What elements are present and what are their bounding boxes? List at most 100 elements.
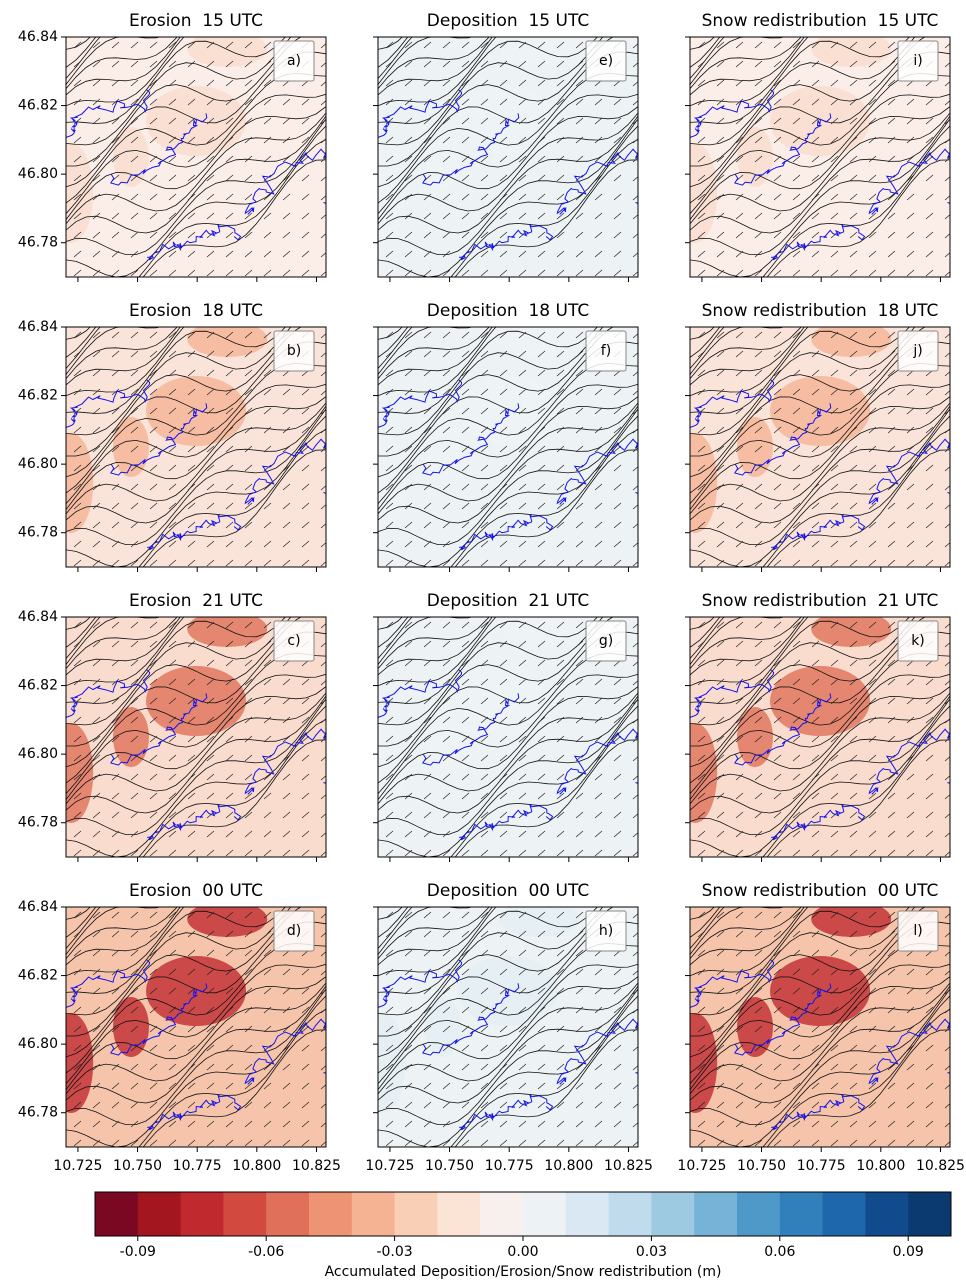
wind-arrow [225, 716, 234, 724]
wind-arrow [613, 559, 622, 567]
wind-arrow [301, 849, 310, 857]
wind-arrow [149, 1025, 158, 1033]
wind-arrow [423, 212, 432, 220]
wind-arrow [632, 970, 638, 976]
field-patch [425, 707, 461, 767]
wind-arrow [613, 502, 622, 510]
wind-arrow [697, 174, 706, 182]
wind-arrow [73, 559, 82, 567]
wind-arrow [887, 445, 896, 453]
wind-arrow [518, 987, 527, 995]
x-tick-label: 10.825 [292, 1158, 341, 1174]
wind-arrow [792, 60, 801, 68]
contour-line [378, 327, 490, 380]
wind-arrow [282, 540, 291, 548]
wind-arrow [632, 1103, 638, 1109]
wind-arrow [811, 98, 820, 106]
wind-arrow [773, 407, 782, 415]
wind-arrow [792, 426, 801, 434]
wind-arrow [613, 117, 622, 125]
wind-arrow [168, 949, 177, 957]
wind-arrow [263, 621, 272, 629]
wind-arrow [404, 174, 413, 182]
wind-arrow [301, 1006, 310, 1014]
wind-arrow [575, 369, 584, 377]
wind-arrow [461, 678, 470, 686]
wind-arrow [225, 697, 234, 705]
wind-arrow [149, 754, 158, 762]
wind-arrow [849, 98, 858, 106]
wind-arrow [735, 269, 744, 277]
river-line [110, 983, 208, 1056]
wind-arrow [499, 212, 508, 220]
wind-arrow [320, 504, 326, 510]
panel-title: Erosion 21 UTC [129, 591, 263, 611]
river-line [378, 89, 463, 145]
contour-line [66, 907, 181, 966]
wind-arrow [499, 1082, 508, 1090]
wind-arrow [773, 735, 782, 743]
river-line [244, 148, 326, 215]
contour-line [66, 383, 326, 504]
wind-arrow [518, 716, 527, 724]
wind-arrow [906, 426, 915, 434]
contour-line [378, 402, 638, 515]
wind-arrow [556, 540, 565, 548]
wind-arrow [716, 502, 725, 510]
wind-arrow [735, 540, 744, 548]
wind-arrow [518, 350, 527, 358]
wind-arrow [73, 136, 82, 144]
river-line [323, 197, 326, 204]
wind-arrow [811, 79, 820, 87]
wind-arrow [320, 428, 326, 434]
wind-arrow [263, 269, 272, 277]
wind-arrow [556, 830, 565, 838]
wind-arrow [320, 951, 326, 957]
wind-arrow [906, 174, 915, 182]
wind-arrow [754, 350, 763, 358]
wind-arrow [442, 968, 451, 976]
wind-arrow [754, 212, 763, 220]
panel-frame [65, 616, 327, 858]
wind-arrow [149, 987, 158, 995]
wind-arrow [735, 426, 744, 434]
wind-arrow [423, 117, 432, 125]
x-tick-label: 10.750 [425, 1158, 474, 1174]
wind-arrow [887, 968, 896, 976]
wind-arrow [849, 250, 858, 258]
wind-arrow [754, 98, 763, 106]
wind-arrow [830, 60, 839, 68]
wind-arrow [320, 680, 326, 686]
panel [378, 327, 638, 567]
wind-arrow [811, 1139, 820, 1147]
wind-arrow [754, 911, 763, 919]
wind-arrow [404, 193, 413, 201]
wind-arrow [849, 911, 858, 919]
contour-line [378, 988, 638, 1125]
wind-arrow [868, 269, 877, 277]
wind-arrow [499, 483, 508, 491]
wind-arrow [442, 1139, 451, 1147]
wind-arrow [244, 697, 253, 705]
wind-arrow [404, 98, 413, 106]
wind-arrow [735, 735, 744, 743]
wind-arrow [849, 388, 858, 396]
wind-arrow [92, 659, 101, 667]
wind-arrow [811, 559, 820, 567]
wind-arrow [111, 735, 120, 743]
wind-arrow [613, 754, 622, 762]
wind-arrow [716, 1101, 725, 1109]
wind-arrow [537, 174, 546, 182]
wind-arrow [716, 350, 725, 358]
wind-arrow [442, 1063, 451, 1071]
wind-arrow [697, 659, 706, 667]
wind-arrow [385, 521, 394, 529]
wind-arrow [480, 155, 489, 163]
wind-arrow [906, 1006, 915, 1014]
wind-arrow [594, 1063, 603, 1071]
wind-arrow [830, 445, 839, 453]
wind-arrow [187, 1063, 196, 1071]
wind-arrow [632, 1027, 638, 1033]
panel-frame [65, 326, 327, 568]
wind-arrow [632, 271, 638, 277]
